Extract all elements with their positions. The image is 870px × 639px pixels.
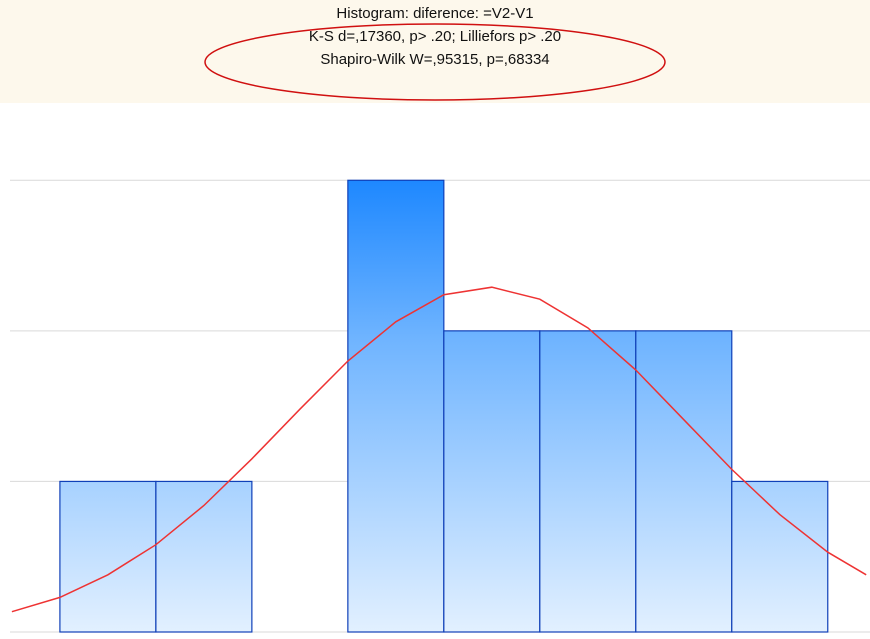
bar (731, 480, 829, 633)
bar (59, 480, 157, 633)
chart-subtitle: Shapiro-Wilk W=,95315, p=,68334 (320, 51, 549, 68)
plot-area (10, 179, 870, 633)
bar (347, 179, 445, 633)
bar (155, 480, 253, 633)
normal-curve (11, 286, 867, 613)
chart-subtitle: K-S d=,17360, p> .20; Lilliefors p> .20 (309, 28, 561, 45)
highlight-ellipse (204, 23, 666, 101)
chart-title: Histogram: diference: =V2-V1 (336, 5, 533, 22)
title-background (0, 0, 870, 103)
bar (443, 330, 541, 633)
bar (539, 330, 637, 633)
bar (635, 330, 733, 633)
